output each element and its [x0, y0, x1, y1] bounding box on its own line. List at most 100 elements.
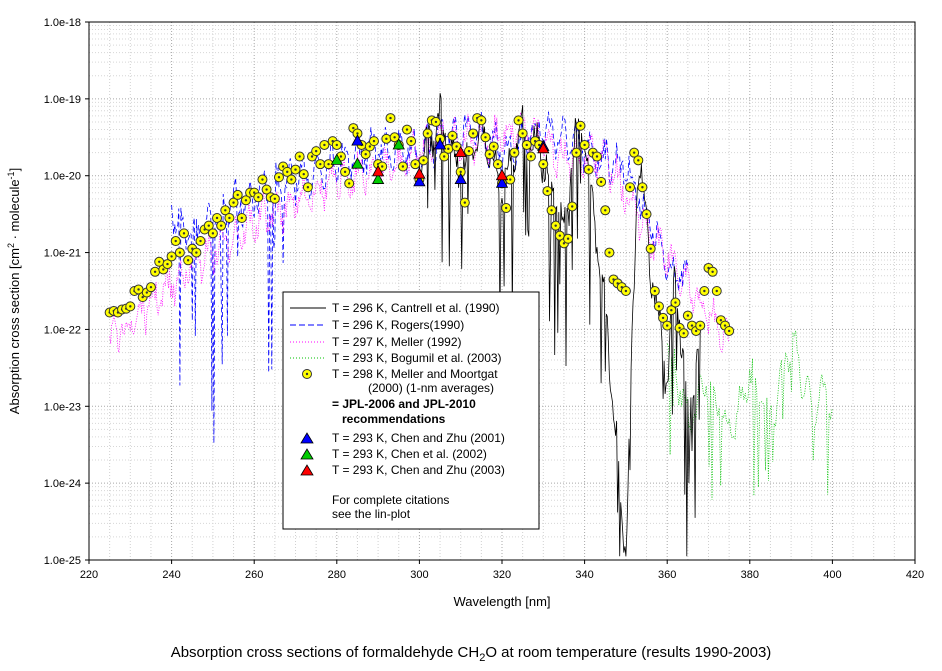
legend-label-meller: T = 297 K, Meller (1992) — [332, 335, 462, 349]
data-point-meller-moortgat-center — [715, 289, 718, 293]
data-point-triangle-7 — [454, 145, 467, 158]
legend: T = 296 K, Cantrell et al. (1990) T = 29… — [282, 291, 540, 530]
data-point-meller-moortgat-center — [624, 289, 628, 293]
data-point-meller-moortgat-center — [459, 170, 462, 174]
data-point-meller-moortgat-center — [484, 136, 487, 139]
y-tick-label: 1.0e-20 — [44, 171, 81, 183]
data-point-meller-moortgat-center — [162, 268, 165, 271]
data-point-meller-moortgat-center — [583, 143, 586, 147]
data-point-meller-moortgat-center — [542, 162, 545, 166]
data-point-meller-moortgat-center — [166, 262, 169, 266]
data-point-meller-moortgat-center — [129, 305, 132, 308]
data-point-meller-moortgat-center — [335, 143, 338, 147]
data-point-meller-moortgat-center — [364, 152, 367, 156]
y-tick-label: 1.0e-21 — [44, 248, 81, 260]
data-point-meller-moortgat-center — [703, 289, 706, 293]
legend-note-line1: For complete citations — [332, 493, 449, 507]
data-point-meller-moortgat-center — [352, 126, 355, 130]
data-point-meller-moortgat-center — [529, 155, 533, 158]
data-point-meller-moortgat-center — [628, 186, 632, 189]
data-point-meller-moortgat-center — [368, 145, 372, 148]
data-point-meller-moortgat-center — [170, 255, 173, 258]
data-point-meller-moortgat-center — [306, 186, 310, 189]
legend-marker-chen-zhu-2001 — [300, 432, 314, 444]
data-point-meller-moortgat-center — [294, 168, 297, 171]
legend-jpl-line2: recommendations — [342, 412, 446, 426]
data-point-meller-moortgat-center — [682, 332, 685, 335]
data-point-meller-moortgat-center — [253, 191, 256, 194]
y-tick-label: 1.0e-19 — [44, 94, 81, 106]
data-point-meller-moortgat-center — [727, 329, 731, 333]
data-point-meller-moortgat-center — [310, 155, 314, 158]
data-point-meller-moortgat-center — [273, 197, 277, 200]
data-point-meller-moortgat-center — [298, 155, 301, 158]
data-point-meller-moortgat-center — [653, 289, 657, 293]
data-point-meller-moortgat-center — [182, 232, 186, 235]
data-point-meller-moortgat-center — [546, 189, 549, 193]
legend-note-line2: see the lin-plot — [332, 507, 411, 521]
data-point-meller-moortgat-center — [347, 182, 351, 185]
data-point-meller-moortgat-center — [319, 162, 322, 166]
data-point-meller-moortgat-center — [694, 329, 698, 333]
data-point-meller-moortgat-center — [504, 206, 508, 210]
data-point-meller-moortgat-center — [145, 291, 149, 294]
data-point-meller-moortgat-center — [558, 234, 562, 237]
x-tick-label: 300 — [410, 569, 428, 581]
x-tick-label: 380 — [741, 569, 759, 581]
data-point-meller-moortgat-center — [228, 216, 231, 220]
data-point-meller-moortgat-center — [513, 151, 516, 154]
data-point-meller-moortgat-center — [579, 124, 582, 127]
data-point-meller-moortgat-center — [587, 168, 590, 171]
data-point-meller-moortgat-center — [690, 324, 694, 327]
data-point-meller-moortgat-center — [286, 170, 289, 174]
data-point-meller-moortgat-center — [537, 143, 541, 147]
data-point-meller-moortgat-center — [277, 176, 281, 179]
y-tick-label: 1.0e-18 — [44, 17, 81, 29]
data-point-meller-moortgat-center — [521, 132, 524, 135]
data-point-meller-moortgat-center — [240, 216, 244, 220]
data-point-meller-moortgat-center — [257, 196, 260, 199]
data-point-meller-moortgat-center — [517, 119, 520, 122]
legend-label-chen-2002: T = 293 K, Chen et al. (2002) — [332, 447, 487, 461]
legend-label-chen-zhu-2003: T = 293 K, Chen and Zhu (2003) — [332, 463, 505, 477]
data-point-meller-moortgat-center — [426, 132, 429, 135]
data-point-meller-moortgat-center — [281, 165, 285, 168]
legend-label-cantrell: T = 296 K, Cantrell et al. (1990) — [332, 301, 500, 315]
data-point-meller-moortgat-center — [372, 139, 376, 143]
data-point-meller-moortgat-center — [356, 132, 359, 135]
data-point-meller-moortgat-center — [637, 159, 640, 162]
data-point-meller-moortgat-center — [496, 162, 500, 166]
legend-label-bogumil: T = 293 K, Bogumil et al. (2003) — [332, 351, 502, 365]
data-point-meller-moortgat-center — [571, 205, 574, 208]
x-axis-title: Wavelength [nm] — [453, 594, 550, 609]
data-point-meller-moortgat-center — [219, 224, 223, 227]
data-point-meller-moortgat-center — [137, 288, 140, 291]
data-point-triangle-7 — [371, 165, 385, 177]
data-point-triangle-5 — [413, 175, 426, 187]
data-point-meller-moortgat-center — [409, 139, 413, 143]
data-point-meller-moortgat-center — [723, 324, 727, 327]
y-axis: 1.0e-25 1.0e-24 1.0e-23 1.0e-22 1.0e-21 1.0e-… — [44, 17, 89, 567]
data-point-meller-moortgat-center — [699, 324, 702, 327]
y-tick-label: 1.0e-24 — [44, 478, 81, 490]
data-point-meller-moortgat-center — [463, 201, 467, 204]
data-point-meller-moortgat-center — [575, 151, 578, 154]
data-point-meller-moortgat-center — [381, 165, 384, 168]
data-point-meller-moortgat-center — [207, 224, 210, 227]
data-point-meller-moortgat-center — [401, 165, 405, 168]
data-point-meller-moortgat-center — [244, 199, 248, 202]
x-tick-label: 240 — [162, 569, 180, 581]
y-tick-label: 1.0e-25 — [44, 555, 81, 567]
data-point-triangle-6 — [351, 157, 364, 169]
data-point-meller-moortgat-center — [686, 314, 690, 317]
data-point-meller-moortgat-center — [488, 152, 491, 156]
x-tick-label: 340 — [575, 569, 593, 581]
legend-marker-meller-moortgat-dot — [305, 372, 309, 376]
legend-label-meller-moortgat-2: (2000) (1-nm averages) — [368, 381, 494, 395]
data-point-meller-moortgat-center — [236, 193, 239, 197]
data-point-meller-moortgat-center — [422, 159, 425, 162]
data-point-triangle-6 — [371, 172, 385, 184]
data-point-meller-moortgat-center — [480, 119, 483, 122]
data-point-meller-moortgat-center — [447, 147, 450, 151]
